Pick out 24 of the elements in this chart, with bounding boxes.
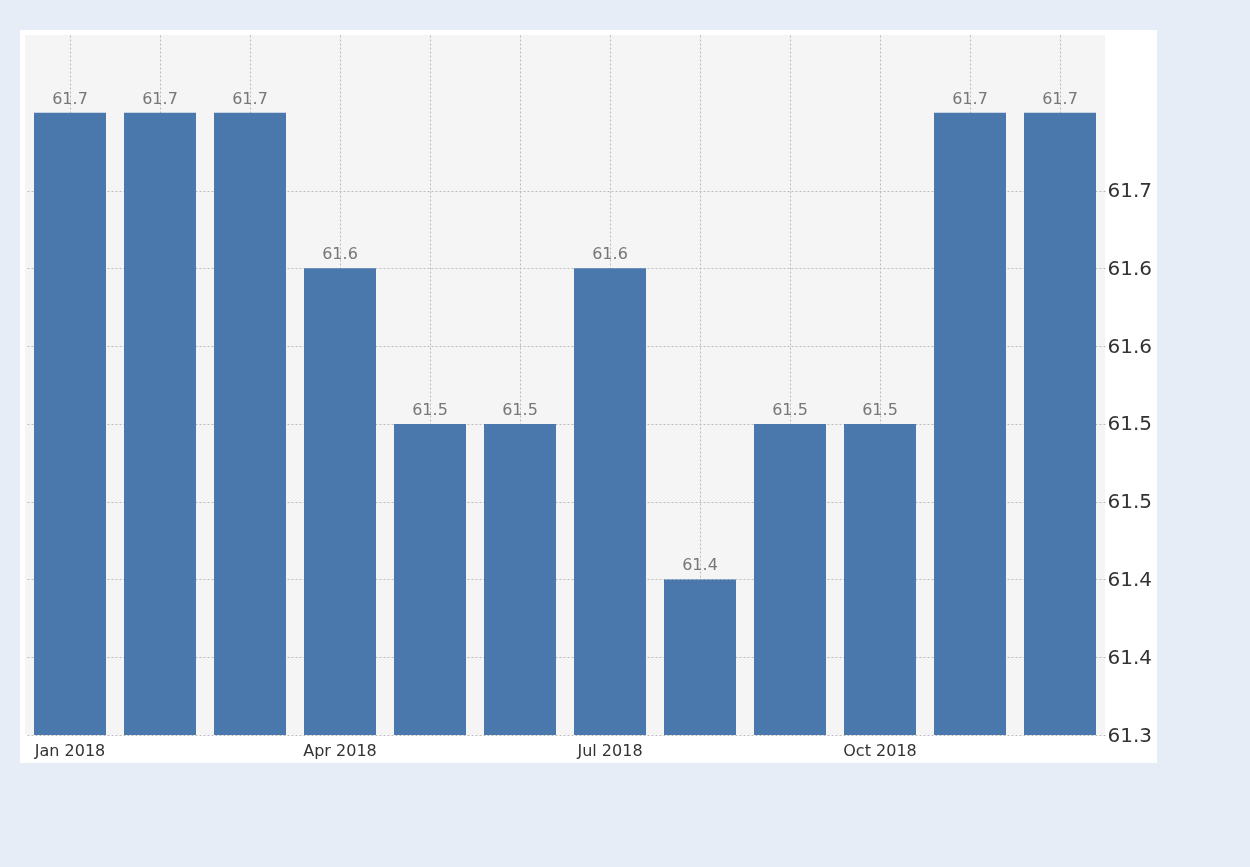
y-tick-label: 61.7 — [1107, 178, 1153, 203]
data-label: 61.7 — [952, 88, 988, 108]
data-label: 61.6 — [322, 244, 358, 264]
data-label: 61.7 — [52, 88, 88, 108]
y-tick-label: 61.6 — [1107, 333, 1153, 358]
data-label: 61.5 — [502, 399, 538, 419]
data-label: 61.7 — [142, 88, 178, 108]
x-tick-label: Jul 2018 — [576, 740, 643, 760]
y-tick-label: 61.4 — [1107, 566, 1153, 591]
y-tick-label: 61.5 — [1107, 411, 1153, 436]
data-label: 61.6 — [592, 244, 628, 264]
x-tick-label: Apr 2018 — [303, 740, 377, 760]
y-tick-label: 61.5 — [1107, 489, 1153, 514]
x-tick-label: Jan 2018 — [33, 740, 106, 760]
y-tick-label: 61.4 — [1107, 644, 1153, 669]
x-tick-label: Oct 2018 — [843, 740, 917, 760]
data-label: 61.7 — [232, 88, 268, 108]
data-label: 61.7 — [1042, 88, 1078, 108]
data-label: 61.5 — [772, 399, 808, 419]
data-label: 61.4 — [682, 555, 718, 575]
data-label: 61.5 — [862, 399, 898, 419]
y-tick-label: 61.3 — [1107, 722, 1153, 747]
data-label: 61.5 — [412, 399, 448, 419]
y-tick-label: 61.6 — [1107, 255, 1153, 280]
